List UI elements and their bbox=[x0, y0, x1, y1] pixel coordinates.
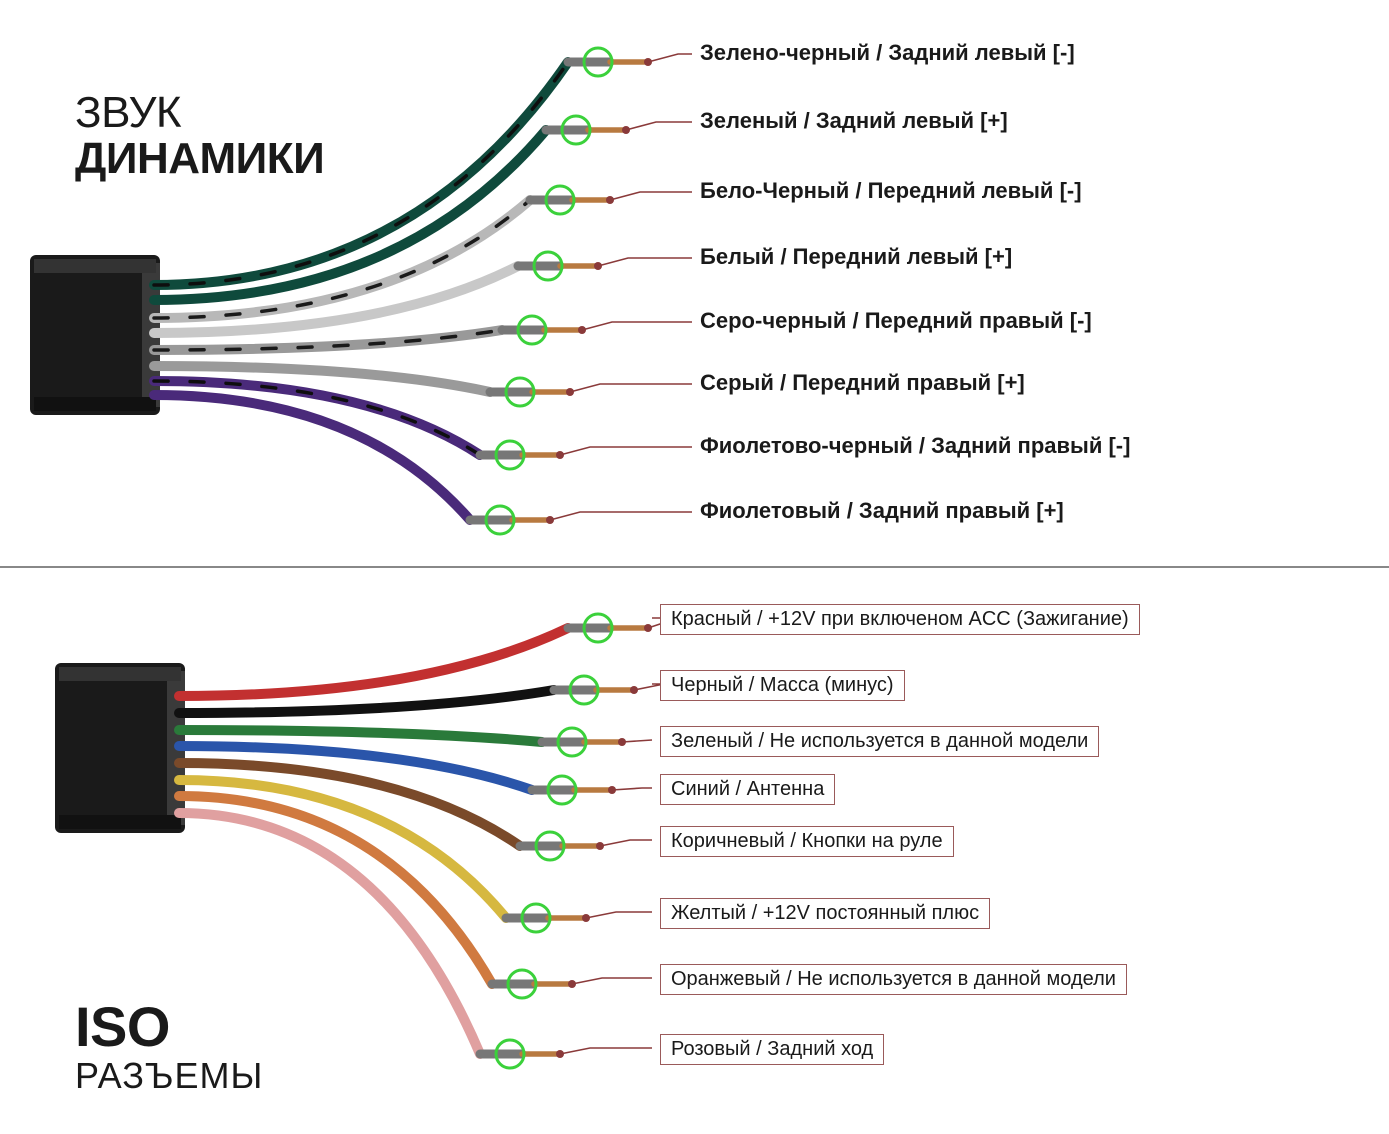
wire-label: Фиолетово-черный / Задний правый [-] bbox=[700, 433, 1130, 459]
speaker-panel: ЗВУК ДИНАМИКИ Зелено-черный / Задний лев… bbox=[0, 0, 1389, 566]
wire-label: Красный / +12V при включеном ACC (Зажига… bbox=[660, 604, 1140, 635]
wire-label: Зелено-черный / Задний левый [-] bbox=[700, 40, 1075, 66]
wire-label: Белый / Передний левый [+] bbox=[700, 244, 1012, 270]
iso-panel: ISO РАЗЪЕМЫ Красный / +12V при включеном… bbox=[0, 566, 1389, 1132]
wire-label: Серый / Передний правый [+] bbox=[700, 370, 1025, 396]
wire-label: Синий / Антенна bbox=[660, 774, 835, 805]
wire-label: Бело-Черный / Передний левый [-] bbox=[700, 178, 1082, 204]
wire-label: Коричневый / Кнопки на руле bbox=[660, 826, 954, 857]
wire-label: Желтый / +12V постоянный плюс bbox=[660, 898, 990, 929]
wire-label: Фиолетовый / Задний правый [+] bbox=[700, 498, 1064, 524]
wire-label: Розовый / Задний ход bbox=[660, 1034, 884, 1065]
speaker-diagram bbox=[0, 0, 1389, 566]
wire-label: Зеленый / Задний левый [+] bbox=[700, 108, 1008, 134]
wire-label: Черный / Масса (минус) bbox=[660, 670, 905, 701]
wire-label: Оранжевый / Не используется в данной мод… bbox=[660, 964, 1127, 995]
wire-label: Серо-черный / Передний правый [-] bbox=[700, 308, 1092, 334]
wire-label: Зеленый / Не используется в данной модел… bbox=[660, 726, 1099, 757]
